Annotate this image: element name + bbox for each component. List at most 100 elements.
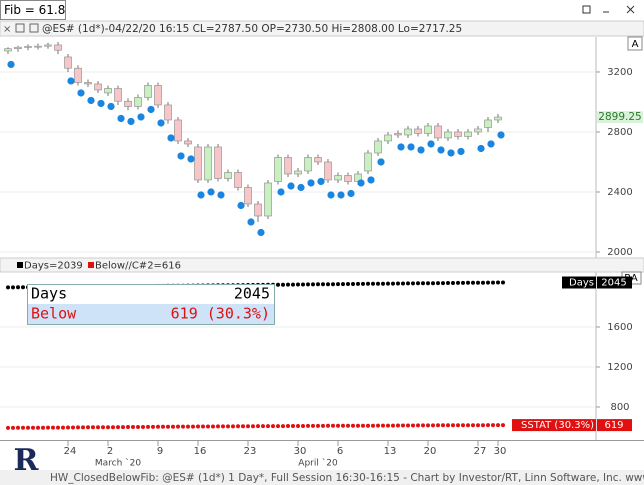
series-dot-half [501, 280, 505, 285]
series-dot [126, 425, 130, 429]
series-dot-half [421, 423, 425, 428]
series-dot-half [261, 424, 265, 429]
series-dot-half [491, 280, 495, 285]
fib-dot [297, 183, 305, 192]
last-price-label: 2899.25 [598, 111, 641, 123]
series-dot-half [371, 423, 375, 428]
fib-dot [7, 60, 15, 69]
restore-btn[interactable] [582, 5, 591, 14]
series-dot [356, 281, 360, 286]
candle-body [144, 85, 152, 98]
series-dot-half [461, 423, 465, 428]
series-dot-half [291, 424, 295, 428]
fib-dot [327, 191, 335, 199]
a-button[interactable] [627, 36, 643, 51]
overlay-days: Days [31, 285, 67, 303]
series-dot [76, 425, 80, 430]
series-dot-half [91, 425, 95, 430]
candle-body [374, 140, 382, 154]
candle-body [484, 119, 492, 128]
series-dot [486, 423, 490, 428]
window-controls[interactable] [582, 5, 635, 14]
series-dot [426, 423, 430, 428]
series-dot [436, 423, 440, 428]
series-dot [496, 423, 500, 428]
series-dot-half [431, 423, 435, 428]
candle-body [404, 128, 412, 136]
candle-body [194, 146, 202, 181]
fib-dot [357, 179, 365, 187]
x-tick-label: 30 [494, 446, 507, 457]
series-dot [6, 425, 10, 430]
series-dot [436, 281, 440, 286]
x-tick-label: 27 [474, 446, 487, 457]
close-icon[interactable]: × [3, 24, 11, 35]
series-dot-half [461, 280, 465, 285]
series-dot-half [321, 282, 325, 287]
lower-header [0, 257, 644, 273]
series-dot-half [301, 282, 305, 287]
end-tag: Days [569, 278, 594, 289]
candle-body [214, 146, 222, 179]
last-price-box [597, 111, 643, 124]
fib-box[interactable] [0, 0, 66, 20]
series-dot [36, 425, 40, 430]
fib-dot [157, 119, 165, 127]
series-dot-half [141, 425, 145, 429]
lower-header-below: Below//C#2=616 [95, 261, 181, 272]
overlay-below-value: 619 (30.3%) [171, 305, 270, 323]
series-dot [46, 425, 50, 430]
series-dot [366, 423, 370, 428]
fib-dot [417, 146, 425, 154]
series-dot-half [41, 425, 45, 430]
fib-dot [207, 188, 215, 196]
fib-dot [67, 77, 75, 85]
series-dot-half [201, 424, 205, 429]
series-dot [376, 423, 380, 428]
overlay-box: Days 2045 Below 619 (30.3%) [27, 284, 275, 325]
series-dot-half [271, 424, 275, 429]
candle-body [444, 131, 452, 139]
series-dot-half [471, 423, 475, 428]
fib-dot [237, 201, 245, 210]
series-dot [336, 423, 340, 428]
fib-dot [367, 176, 375, 184]
x-tick-label: 6 [337, 446, 343, 457]
series-dot-half [241, 424, 245, 429]
x-tick-label: 13 [384, 446, 397, 457]
x-tick-label: 9 [157, 446, 163, 457]
series-dot-half [21, 425, 25, 430]
candle-body [34, 45, 42, 48]
candle-body [414, 128, 422, 134]
end-value: 2045 [601, 278, 626, 289]
fib-dot [127, 117, 135, 126]
series-dot [106, 425, 110, 430]
series-dot [396, 423, 400, 428]
candle-body [134, 97, 142, 107]
settings-icon-2[interactable] [29, 23, 39, 33]
series-dot [296, 282, 300, 287]
candle-body [84, 82, 92, 85]
end-value-box [597, 419, 632, 432]
series-dot [466, 280, 470, 285]
series-dot [336, 282, 340, 287]
candle-body [204, 146, 212, 181]
settings-icon[interactable] [15, 23, 25, 33]
x-tick-label: 24 [64, 446, 77, 457]
y-tick-label: 2000 [607, 247, 632, 258]
series-dot [26, 425, 30, 430]
fib-dot [337, 191, 345, 199]
fib-dot [187, 155, 195, 163]
series-dot-half [451, 281, 455, 285]
series-dot-half [171, 424, 175, 429]
logo-bg [6, 444, 46, 470]
close-btn-2 [626, 5, 635, 14]
fib-dot [347, 189, 355, 198]
fib-dot [447, 149, 455, 157]
series-dot [206, 424, 210, 429]
series-dot-half [21, 285, 25, 290]
series-dot [16, 285, 20, 290]
candle-body [4, 48, 12, 52]
fib-dot [397, 143, 405, 151]
